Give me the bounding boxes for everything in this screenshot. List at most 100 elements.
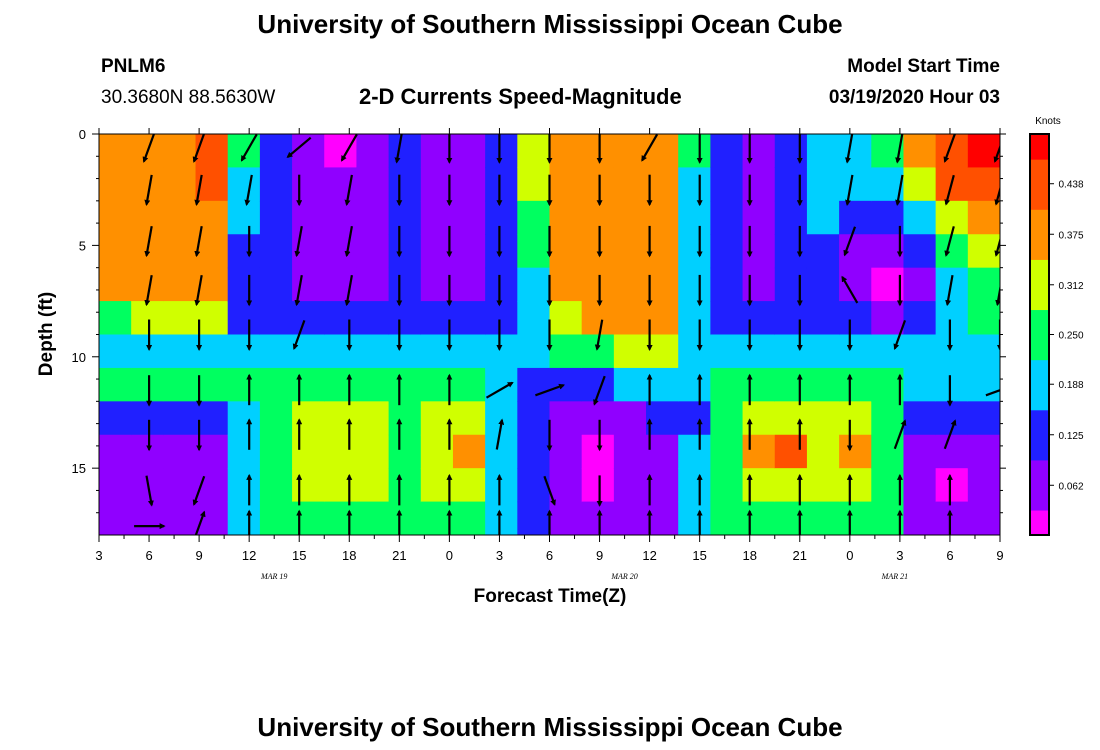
current-arrow bbox=[344, 174, 353, 206]
heatmap-cell bbox=[292, 200, 325, 235]
current-arrow bbox=[895, 134, 904, 164]
heatmap-cell bbox=[613, 401, 647, 436]
heatmap-cell bbox=[581, 501, 615, 535]
heatmap-cell bbox=[967, 167, 1000, 202]
x-tick-label: 21 bbox=[793, 548, 807, 563]
heatmap-cell bbox=[227, 367, 261, 402]
heatmap-cell bbox=[356, 501, 390, 535]
heatmap-cell bbox=[227, 301, 261, 336]
heatmap-cell bbox=[163, 234, 197, 269]
heatmap-cell bbox=[163, 301, 197, 336]
current-arrow bbox=[893, 320, 907, 351]
heatmap-cell bbox=[195, 234, 229, 269]
current-arrow bbox=[192, 475, 206, 506]
heatmap-cell bbox=[259, 334, 293, 369]
heatmap-cell bbox=[967, 401, 1000, 436]
x-tick-label: 18 bbox=[742, 548, 756, 563]
current-arrow bbox=[943, 134, 957, 163]
colorbar-segment bbox=[1030, 516, 1049, 524]
current-arrow bbox=[294, 275, 303, 307]
x-tick-label: 0 bbox=[846, 548, 853, 563]
heatmap-cell bbox=[324, 167, 358, 202]
heatmap-cell bbox=[613, 200, 647, 235]
colorbar-segment bbox=[1030, 328, 1049, 336]
colorbar-segment bbox=[1030, 509, 1049, 517]
heatmap-cell bbox=[195, 401, 229, 436]
heatmap-cell bbox=[388, 468, 422, 503]
heatmap-cell bbox=[356, 468, 390, 503]
heatmap-cell bbox=[324, 501, 358, 535]
colorbar-segment bbox=[1030, 146, 1049, 154]
heatmap-cell bbox=[259, 434, 293, 469]
current-arrow bbox=[344, 275, 353, 307]
colorbar-segment bbox=[1030, 315, 1049, 323]
current-arrow bbox=[945, 275, 954, 307]
colorbar-tick-label: 0.062 bbox=[1058, 481, 1083, 492]
heatmap-cell bbox=[549, 367, 583, 402]
heatmap-cell bbox=[356, 434, 390, 469]
heatmap-cell bbox=[356, 167, 390, 202]
heatmap-cell bbox=[99, 501, 132, 535]
heatmap-cell bbox=[549, 401, 583, 436]
colorbar-segment bbox=[1030, 171, 1049, 179]
heatmap-cell bbox=[324, 401, 358, 436]
heatmap-cell bbox=[613, 434, 647, 469]
current-arrow bbox=[841, 275, 859, 304]
heatmap-cell bbox=[774, 334, 808, 369]
colorbar-segment bbox=[1030, 271, 1049, 279]
heatmap-cell bbox=[581, 401, 615, 436]
heatmap-cell bbox=[967, 468, 1000, 503]
heatmap-cell bbox=[742, 234, 776, 269]
heatmap-cell bbox=[485, 200, 518, 235]
heatmap-cell bbox=[839, 468, 872, 503]
heatmap-cell bbox=[774, 367, 808, 402]
heatmap-cell bbox=[99, 434, 132, 469]
current-arrow bbox=[340, 134, 358, 162]
colorbar-tick-label: 0.312 bbox=[1058, 281, 1083, 292]
heatmap-cell bbox=[710, 200, 744, 235]
heatmap-cell bbox=[99, 367, 132, 402]
heatmap-cell bbox=[774, 401, 808, 436]
heatmap-cell bbox=[678, 234, 711, 269]
heatmap-cell bbox=[646, 200, 679, 235]
heatmap-cell bbox=[871, 501, 905, 535]
heatmap-cell bbox=[581, 134, 615, 169]
heatmap-cell bbox=[259, 401, 293, 436]
y-axis-label: Depth (ft) bbox=[36, 292, 57, 376]
heatmap-cell bbox=[774, 267, 808, 302]
heatmap-cell bbox=[227, 234, 261, 269]
heatmap-cell bbox=[356, 301, 390, 336]
station-id: PNLM6 bbox=[101, 56, 166, 77]
heatmap-cell bbox=[517, 468, 551, 503]
heatmap-cell bbox=[292, 501, 325, 535]
colorbar-segment bbox=[1030, 190, 1049, 198]
heatmap-cell bbox=[452, 167, 486, 202]
heatmap-cell bbox=[613, 267, 647, 302]
heatmap-cell bbox=[131, 401, 164, 436]
heatmap-cell bbox=[549, 434, 583, 469]
current-vectors bbox=[134, 134, 1000, 535]
colorbar-segment bbox=[1030, 215, 1049, 223]
heatmap-cell bbox=[903, 334, 937, 369]
heatmap-cell bbox=[967, 267, 1000, 302]
current-arrow bbox=[994, 185, 1000, 206]
heatmap-cell bbox=[227, 401, 261, 436]
heatmap-cell bbox=[710, 434, 744, 469]
heatmap-cell bbox=[388, 167, 422, 202]
heatmap-cell bbox=[774, 468, 808, 503]
heatmap-cell bbox=[903, 434, 937, 469]
heatmap-cell bbox=[581, 301, 615, 336]
heatmap-cell bbox=[485, 134, 518, 169]
current-arrow bbox=[294, 226, 303, 258]
heatmap-cell bbox=[356, 200, 390, 235]
colorbar-segment bbox=[1030, 484, 1049, 492]
heatmap-cell bbox=[99, 334, 132, 369]
heatmap-cell bbox=[356, 334, 390, 369]
x-date-label: MAR 19 bbox=[260, 572, 287, 581]
colorbar-segment bbox=[1030, 340, 1049, 348]
heatmap-cell bbox=[774, 434, 808, 469]
heatmap-cell bbox=[549, 200, 583, 235]
x-tick-label: 0 bbox=[446, 548, 453, 563]
heatmap-cell bbox=[774, 501, 808, 535]
heatmap-cell bbox=[163, 134, 197, 169]
